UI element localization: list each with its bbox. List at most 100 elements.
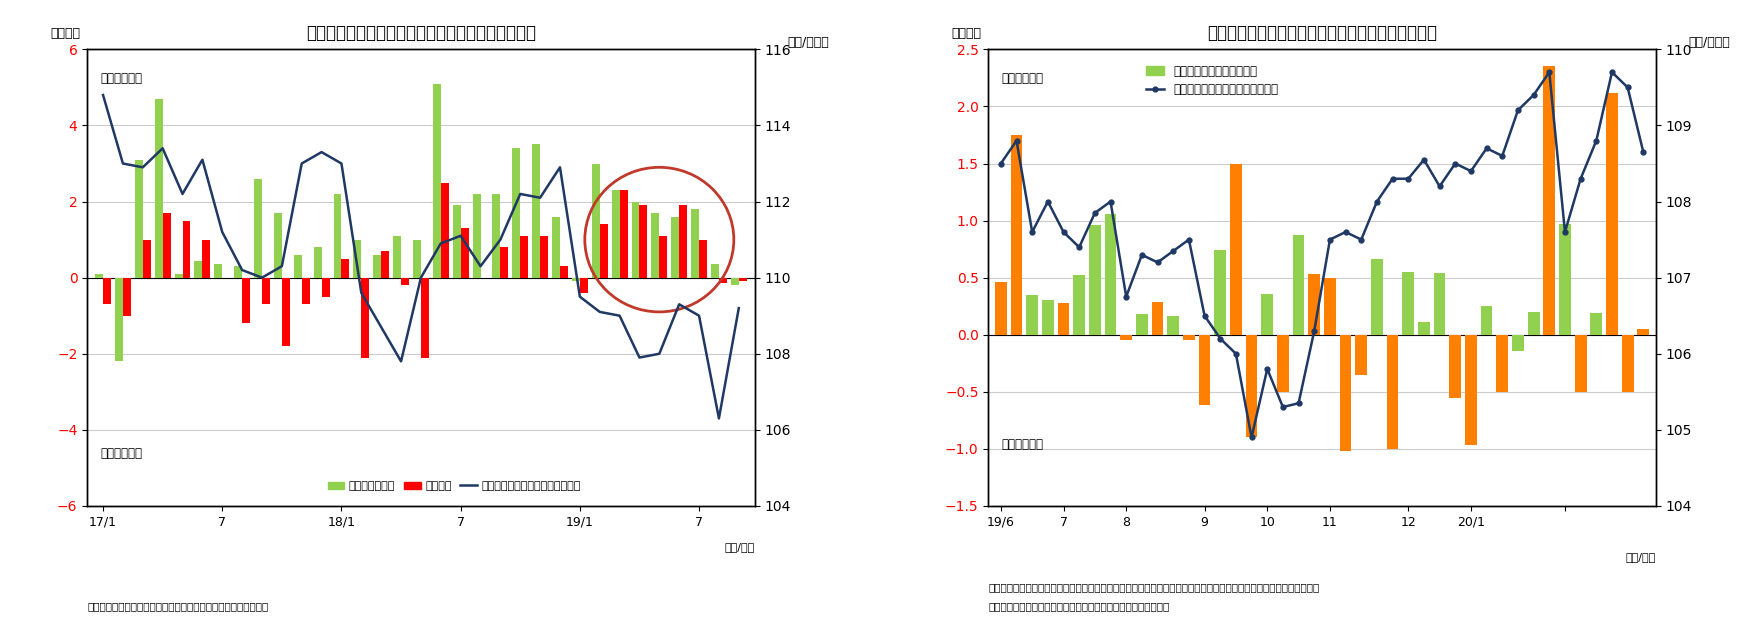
Bar [432, 84, 441, 278]
Bar [321, 278, 329, 297]
Bar [202, 239, 211, 278]
Bar [572, 278, 580, 281]
Bar [699, 239, 708, 278]
Bar [261, 278, 270, 304]
Text: （年/月）: （年/月） [725, 542, 755, 552]
Bar [103, 278, 112, 304]
Bar [1231, 164, 1241, 334]
Bar [1574, 334, 1586, 392]
Text: （注）指定報告機関ベース。ドル円（安値）が前週比下落した時の対外証券投資はオレンジ表記、上昇した時は緑表記: （注）指定報告機関ベース。ドル円（安値）が前週比下落した時の対外証券投資はオレン… [988, 582, 1319, 592]
Text: （資料）財務省、日本銀行のデータよりニッセイ基礎研究所作成: （資料）財務省、日本銀行のデータよりニッセイ基礎研究所作成 [988, 601, 1170, 611]
Bar [134, 160, 143, 278]
Bar [460, 228, 469, 278]
Bar [1089, 225, 1102, 334]
Bar [1497, 334, 1508, 392]
Bar [1513, 334, 1523, 350]
Bar [453, 205, 460, 278]
Bar [1482, 306, 1492, 334]
Y-axis label: （円/ドル）: （円/ドル） [788, 36, 830, 49]
Bar [302, 278, 310, 304]
Bar [1152, 302, 1163, 334]
Bar [1136, 314, 1147, 334]
Bar [401, 278, 410, 285]
Bar [413, 239, 420, 278]
Bar [631, 202, 640, 278]
Bar [1434, 273, 1445, 334]
Bar [354, 239, 361, 278]
Bar [254, 179, 261, 278]
Bar [1278, 334, 1288, 392]
Bar [155, 99, 162, 278]
Bar [472, 194, 481, 278]
Text: （処分超過）: （処分超過） [101, 447, 143, 460]
Bar [1590, 313, 1602, 334]
Bar [600, 225, 608, 278]
Bar [274, 213, 282, 278]
Bar [1558, 224, 1570, 334]
Text: （取得超過）: （取得超過） [1002, 72, 1044, 85]
Bar [500, 247, 509, 278]
Y-axis label: （円/ドル）: （円/ドル） [1689, 36, 1731, 49]
Bar [553, 217, 560, 278]
Bar [441, 183, 448, 278]
Text: （年/月）: （年/月） [1626, 552, 1656, 561]
Bar [1543, 67, 1555, 334]
Bar [519, 236, 528, 278]
Bar [342, 259, 349, 278]
Bar [619, 190, 627, 278]
Text: （兆円）: （兆円） [952, 27, 981, 40]
Title: 本邦居住者による対外証券投資（中長期債・月次）: 本邦居住者による対外証券投資（中長期債・月次） [307, 24, 535, 42]
Bar [560, 267, 568, 278]
Bar [680, 205, 687, 278]
Bar [361, 278, 370, 357]
Bar [652, 213, 659, 278]
Bar [96, 274, 103, 278]
Bar [1372, 259, 1382, 334]
Bar [333, 194, 342, 278]
Bar [1293, 236, 1304, 334]
Bar [1246, 334, 1257, 437]
Bar [394, 236, 401, 278]
Bar [532, 144, 540, 278]
Bar [1403, 272, 1414, 334]
Bar [1168, 317, 1178, 334]
Legend: 欧州その他債券, 米国債券, ドル円レート（月次平均・右軸）: 欧州その他債券, 米国債券, ドル円レート（月次平均・右軸） [322, 477, 586, 496]
Title: 本邦居住者による対外証券投資（中長期債・週次）: 本邦居住者による対外証券投資（中長期債・週次） [1208, 24, 1436, 42]
Bar [420, 278, 429, 357]
Text: （取得超過）: （取得超過） [101, 72, 143, 85]
Bar [718, 278, 727, 283]
Bar [382, 251, 389, 278]
Bar [115, 278, 124, 362]
Bar [692, 209, 699, 278]
Bar [659, 236, 668, 278]
Bar [1325, 278, 1335, 334]
Bar [1121, 334, 1133, 341]
Text: （兆円）: （兆円） [51, 27, 80, 40]
Bar [1605, 93, 1618, 334]
Bar [1011, 135, 1023, 334]
Bar [143, 239, 150, 278]
Bar [1450, 334, 1461, 397]
Bar [282, 278, 289, 346]
Bar [162, 213, 171, 278]
Bar [540, 236, 547, 278]
Bar [1637, 329, 1649, 334]
Bar [512, 148, 519, 278]
Bar [195, 260, 202, 278]
Bar [1387, 334, 1398, 449]
Bar [1074, 275, 1086, 334]
Bar [1058, 303, 1070, 334]
Text: （資料）財務省、日本銀行のデータよりニッセイ基礎研究所作成: （資料）財務省、日本銀行のデータよりニッセイ基礎研究所作成 [87, 601, 268, 611]
Bar [1042, 300, 1055, 334]
Bar [593, 164, 600, 278]
Bar [234, 267, 242, 278]
Bar [730, 278, 739, 285]
Bar [183, 221, 190, 278]
Bar [1199, 334, 1210, 405]
Bar [174, 274, 183, 278]
Text: （処分超過）: （処分超過） [1002, 438, 1044, 451]
Bar [373, 255, 382, 278]
Bar [711, 264, 718, 278]
Bar [612, 190, 619, 278]
Bar [124, 278, 131, 316]
